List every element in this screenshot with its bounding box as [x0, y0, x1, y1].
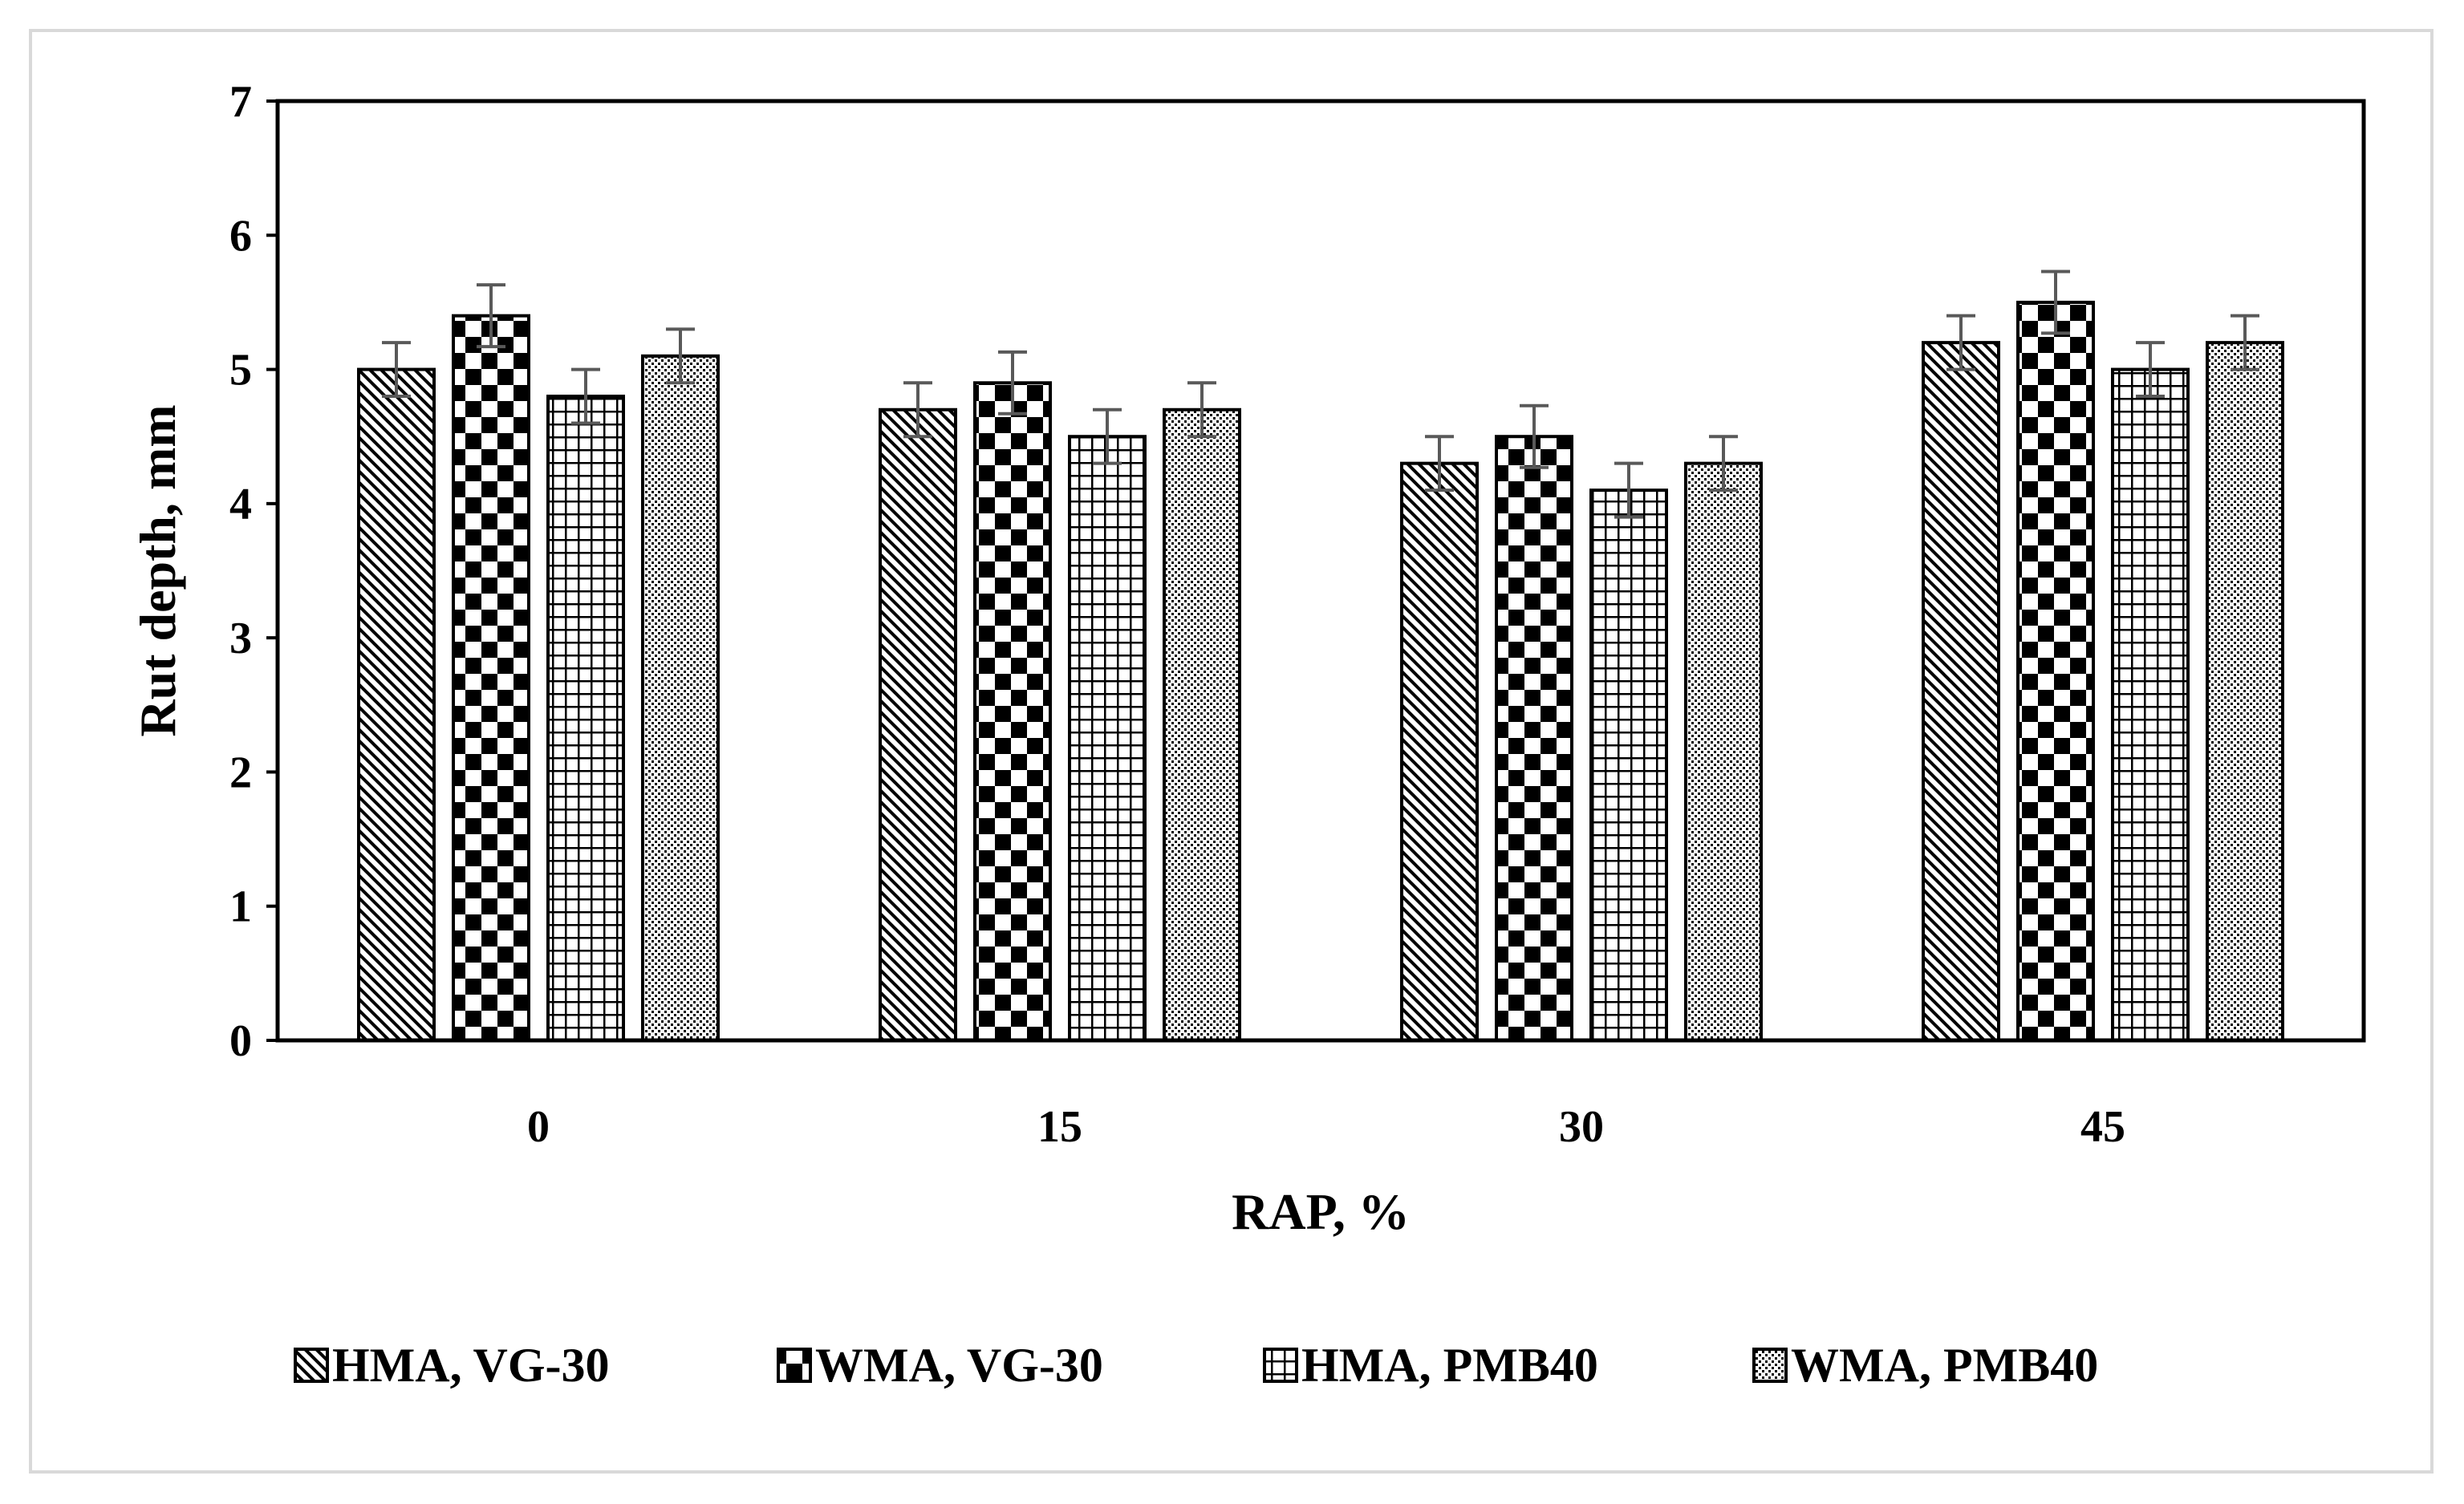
bar-diagonal — [1922, 341, 2000, 1043]
error-bar — [1946, 314, 1975, 371]
x-tick-label: 30 — [1559, 1102, 1604, 1152]
bar-checker — [1495, 435, 1573, 1042]
error-bar — [998, 350, 1027, 416]
plot-area-border — [275, 99, 2366, 1043]
error-bar — [1425, 435, 1454, 493]
x-tick-label: 15 — [1037, 1102, 1082, 1152]
x-tick-label: 45 — [2080, 1102, 2125, 1152]
bar-grid — [2111, 367, 2190, 1043]
legend-swatch — [1263, 1348, 1298, 1383]
bar-dots — [641, 354, 720, 1043]
legend-item: WMA, PMB40 — [1752, 1339, 2098, 1392]
error-bar — [1093, 407, 1122, 465]
legend-label: WMA, VG-30 — [815, 1339, 1103, 1392]
bar-grid — [1068, 435, 1147, 1042]
legend-item: HMA, PMB40 — [1263, 1339, 1598, 1392]
legend-label: HMA, VG-30 — [332, 1339, 610, 1392]
y-tick-label: 3 — [229, 614, 252, 663]
error-bar — [1520, 403, 1549, 469]
bar-diagonal — [1400, 461, 1479, 1042]
x-axis-tick-labels: 0 15 30 45 — [527, 1102, 2125, 1152]
bar-checker — [452, 314, 530, 1042]
legend-label: HMA, PMB40 — [1301, 1339, 1598, 1392]
legend-swatch — [777, 1348, 812, 1383]
bars — [357, 300, 2284, 1043]
legend-item: WMA, VG-30 — [777, 1339, 1103, 1392]
error-bar — [2136, 341, 2165, 399]
bar-checker — [973, 381, 1052, 1042]
y-tick-label: 2 — [229, 748, 252, 797]
legend-item: HMA, VG-30 — [294, 1339, 610, 1392]
y-axis-title: Rut depth, mm — [129, 404, 186, 736]
legend-label: WMA, PMB40 — [1791, 1339, 2098, 1392]
x-axis-title: RAP, % — [1232, 1183, 1410, 1240]
error-bar — [903, 381, 932, 439]
x-tick-label: 0 — [527, 1102, 550, 1152]
error-bar — [1187, 381, 1216, 439]
y-axis-tick-labels: 0 1 2 3 4 5 6 7 — [229, 77, 252, 1066]
error-bar — [382, 341, 411, 399]
error-bar — [477, 283, 505, 349]
bar-dots — [2206, 341, 2284, 1043]
error-bars — [382, 270, 2259, 519]
legend-swatch — [1752, 1348, 1788, 1383]
bar-diagonal — [879, 407, 957, 1042]
bar-grid — [1589, 488, 1668, 1042]
y-tick-label: 5 — [229, 346, 252, 395]
bar-dots — [1163, 407, 1241, 1042]
error-bar — [571, 367, 600, 425]
error-bar — [666, 327, 695, 385]
y-tick-label: 1 — [229, 882, 252, 932]
bar-diagonal — [357, 367, 436, 1043]
bar-checker — [2016, 300, 2095, 1042]
y-tick-label: 7 — [229, 77, 252, 127]
error-bar — [1709, 435, 1738, 493]
error-bar — [1614, 461, 1643, 519]
y-tick-label: 4 — [229, 480, 252, 529]
legend: HMA, VG-30 WMA, VG-30 HMA, PMB40 WMA, PMB40 — [294, 1339, 2098, 1392]
legend-swatch — [294, 1348, 329, 1383]
y-tick-label: 0 — [229, 1016, 252, 1066]
y-tick-label: 6 — [229, 211, 252, 261]
bar-dots — [1684, 461, 1763, 1042]
bar-grid — [546, 395, 625, 1042]
error-bar — [2041, 270, 2070, 335]
error-bar — [2231, 314, 2259, 371]
